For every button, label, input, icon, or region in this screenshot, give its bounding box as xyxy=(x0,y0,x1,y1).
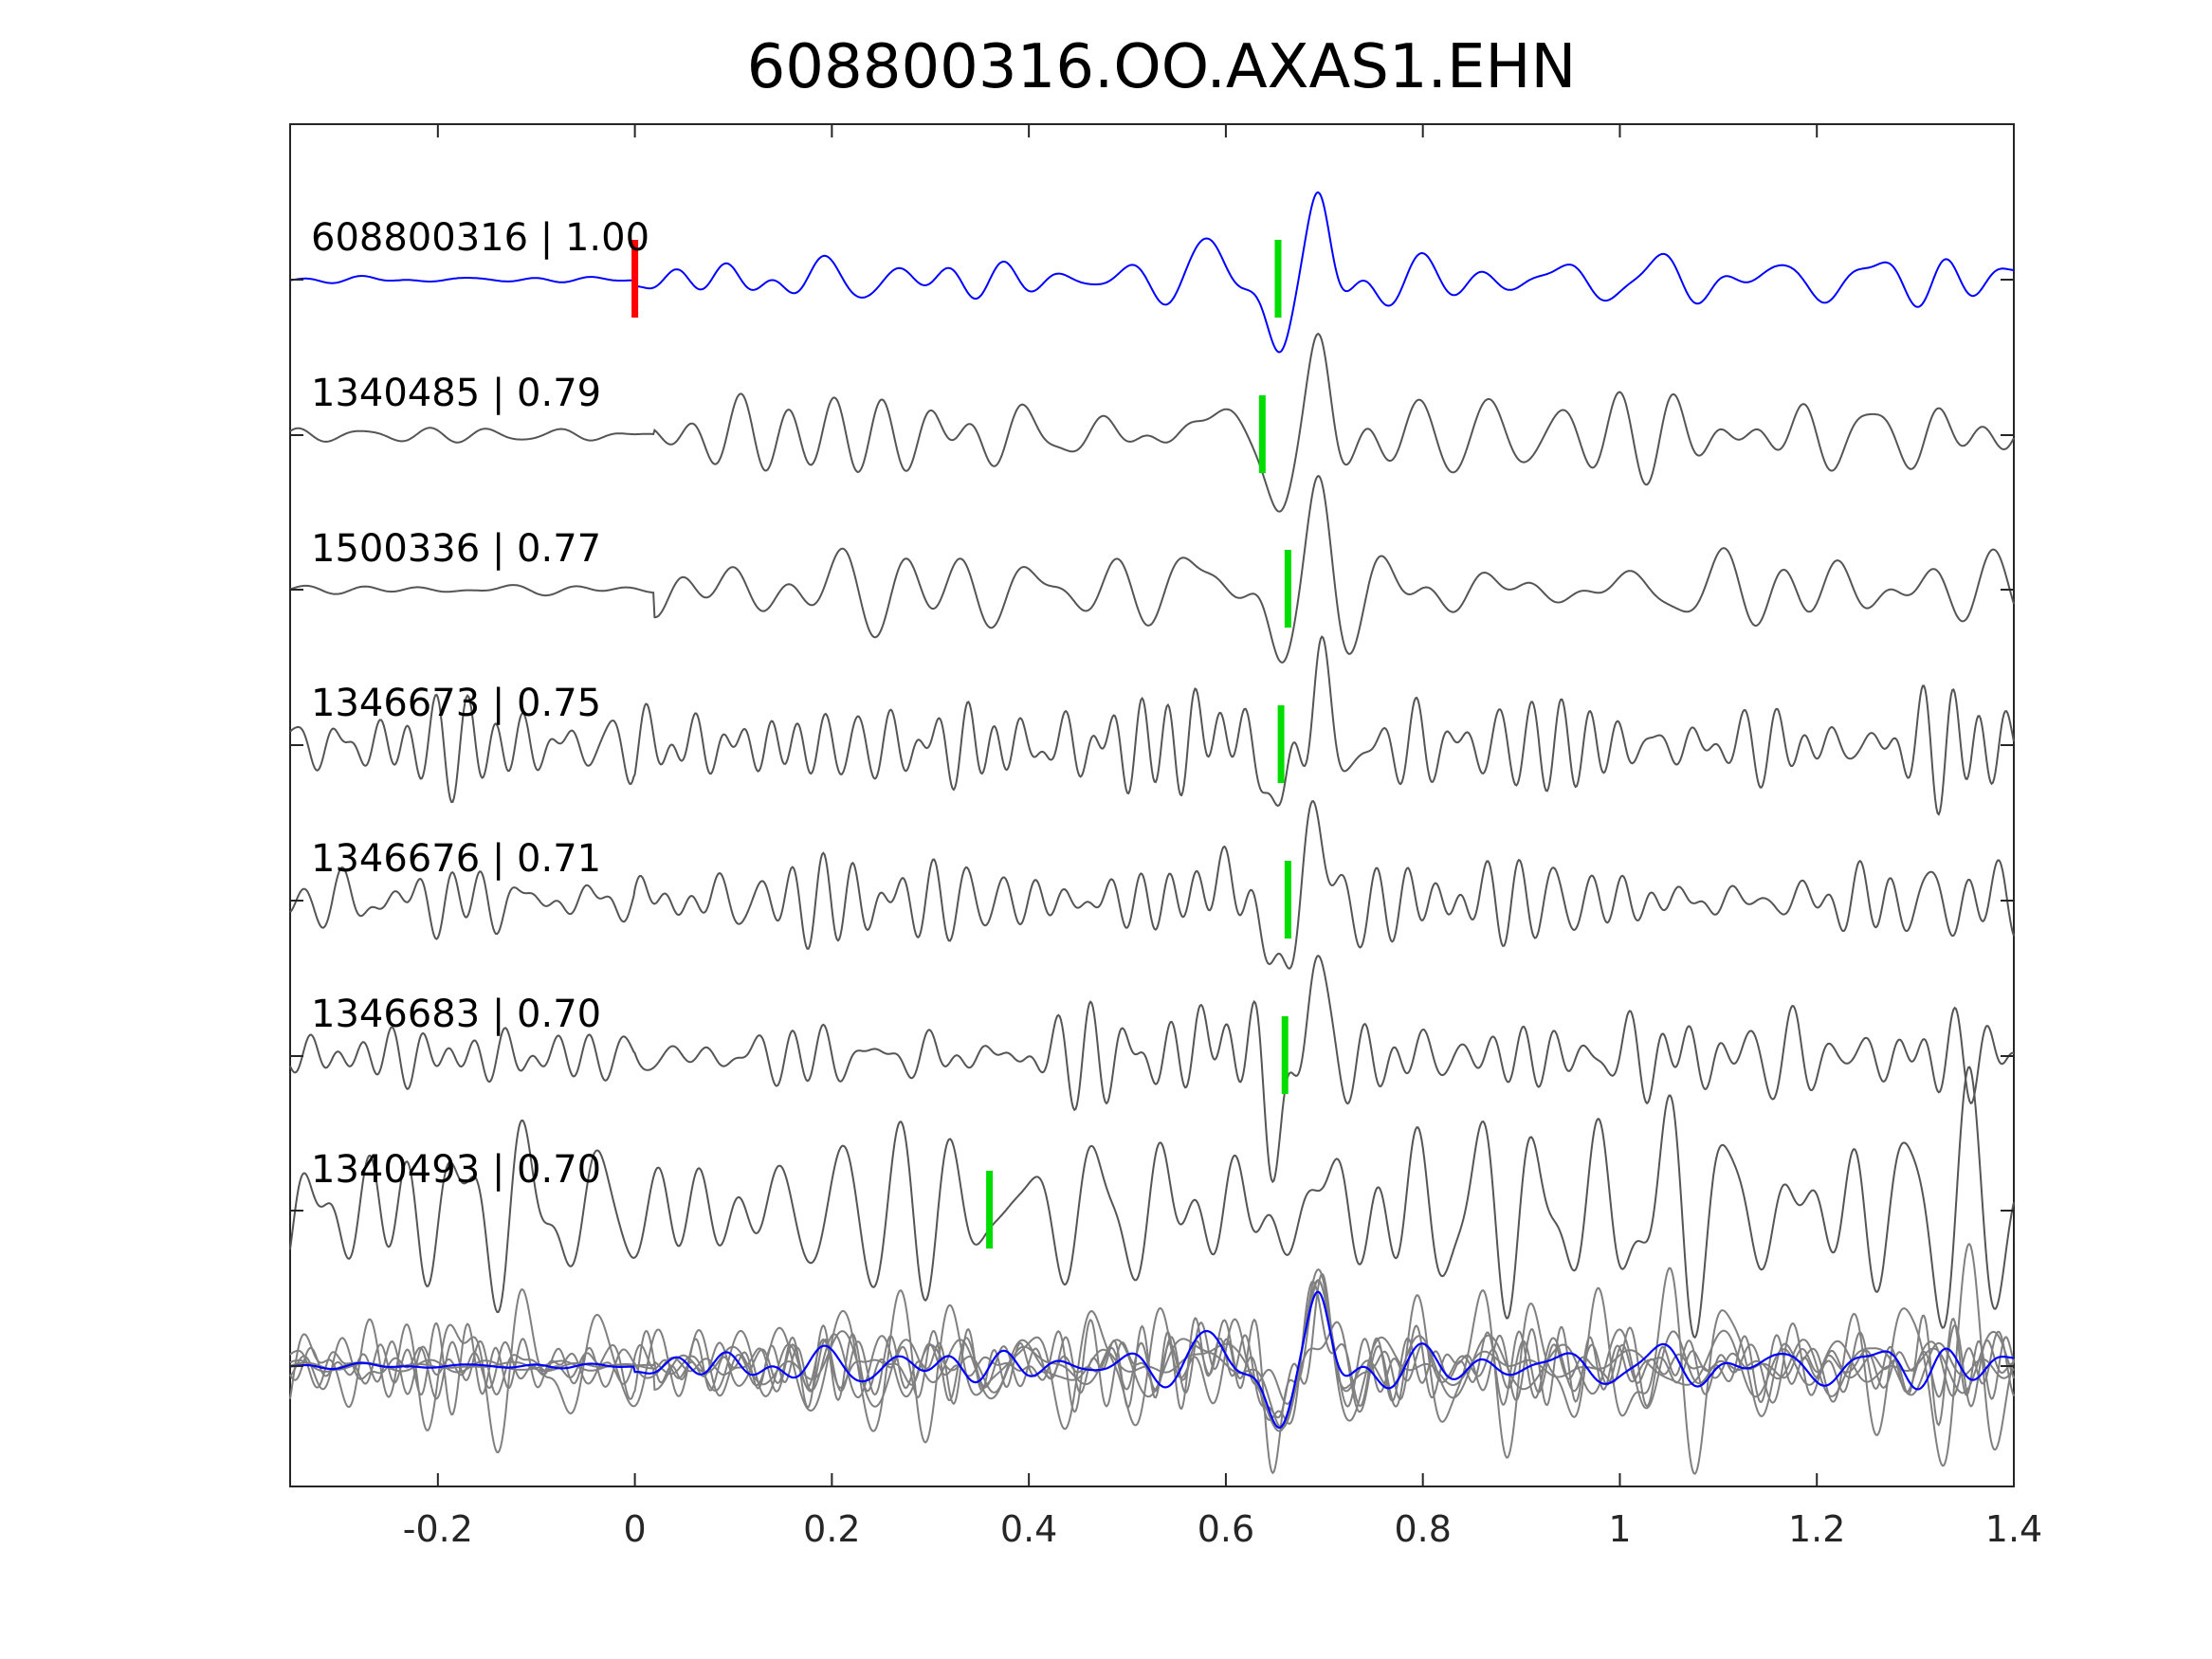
trace-label: 1500336 | 0.77 xyxy=(311,527,601,571)
x-tick-label: 0.2 xyxy=(803,1508,860,1550)
x-tick-label: 0 xyxy=(624,1508,647,1550)
x-tick-label: -0.2 xyxy=(403,1508,473,1550)
trace-line xyxy=(289,1066,2015,1340)
traces-layer: 608800316 | 1.00 1340485 | 0.79 1500336 | … xyxy=(289,191,2015,1475)
x-tick-label: 0.4 xyxy=(1000,1508,1057,1550)
trace-label: 1346673 | 0.75 xyxy=(311,682,601,725)
trace-line xyxy=(289,332,2015,513)
x-tick-label: 1.2 xyxy=(1788,1508,1845,1550)
overlay-template-line xyxy=(289,1290,2015,1430)
trace-label: 1346676 | 0.71 xyxy=(311,837,601,881)
trace-label: 608800316 | 1.00 xyxy=(311,216,649,260)
trace-line xyxy=(289,955,2015,1184)
overlay-trace-line xyxy=(289,1243,2015,1475)
overlay-trace-line xyxy=(289,1279,2015,1432)
overlay-trace-line xyxy=(289,1272,2015,1427)
x-tick-label: 0.6 xyxy=(1197,1508,1254,1550)
plot-frame xyxy=(289,123,2015,1487)
overlay-trace-line xyxy=(289,1267,2015,1430)
chart-title: 608800316.OO.AXAS1.EHN xyxy=(747,32,1577,102)
trace-line xyxy=(289,635,2015,816)
x-tick-label: 0.8 xyxy=(1394,1508,1451,1550)
trace-line xyxy=(289,191,2015,354)
x-axis: -0.2 0 0.2 0.4 0.6 0.8 1 1.2 1.4 xyxy=(403,124,2042,1550)
trace-label: 1340493 | 0.70 xyxy=(311,1148,601,1192)
x-tick-label: 1 xyxy=(1608,1508,1631,1550)
trace-label: 1346683 | 0.70 xyxy=(311,993,601,1036)
trace-label: 1340485 | 0.79 xyxy=(311,372,601,415)
trace-line xyxy=(289,474,2015,664)
trace-line xyxy=(289,799,2015,970)
x-tick-label: 1.4 xyxy=(1985,1508,2042,1550)
